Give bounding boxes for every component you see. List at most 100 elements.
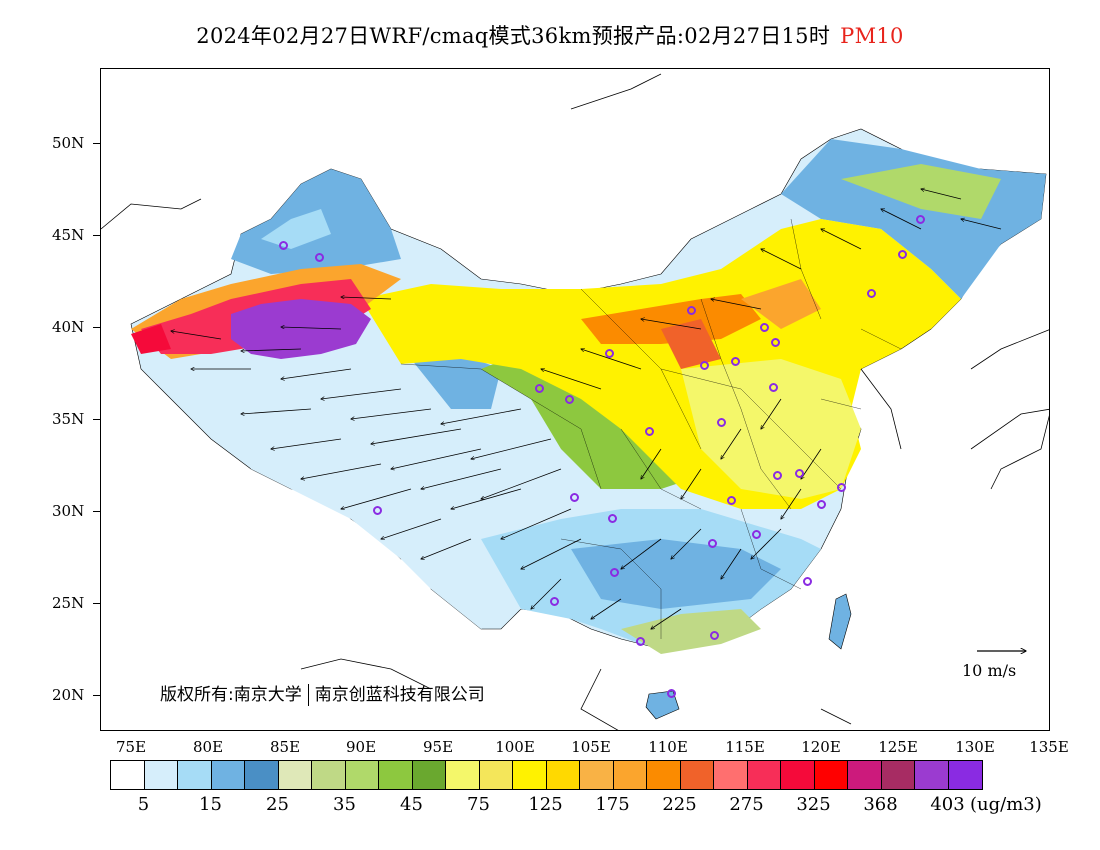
station-marker bbox=[608, 514, 617, 523]
station-marker bbox=[687, 306, 696, 315]
legend-swatch bbox=[647, 761, 681, 789]
station-marker bbox=[700, 361, 709, 370]
legend-swatch bbox=[446, 761, 480, 789]
legend-swatch bbox=[915, 761, 949, 789]
legend-swatch bbox=[680, 761, 714, 789]
lat-label-40n: 40N bbox=[52, 318, 85, 336]
legend-swatch bbox=[111, 761, 145, 789]
lat-label-25n: 25N bbox=[52, 594, 85, 612]
station-marker bbox=[760, 323, 769, 332]
legend-label: 35 bbox=[333, 794, 356, 815]
legend-swatch bbox=[178, 761, 212, 789]
legend-label: 5 bbox=[137, 794, 150, 815]
lon-label-90e: 90E bbox=[345, 738, 377, 756]
legend-swatch bbox=[345, 761, 379, 789]
lon-label-115e: 115E bbox=[725, 738, 765, 756]
lat-label-30n: 30N bbox=[52, 502, 85, 520]
legend-colorbar bbox=[110, 760, 983, 790]
legend-swatch bbox=[144, 761, 178, 789]
lat-label-35n: 35N bbox=[52, 410, 85, 428]
legend-label: 225 bbox=[662, 794, 697, 815]
copyright-company: 南京创蓝科技有限公司 bbox=[314, 685, 485, 705]
lon-label-125e: 125E bbox=[878, 738, 918, 756]
legend-label: 368 bbox=[863, 794, 898, 815]
station-marker bbox=[315, 253, 324, 262]
legend-swatch bbox=[312, 761, 346, 789]
station-marker bbox=[645, 427, 654, 436]
lon-label-110e: 110E bbox=[648, 738, 688, 756]
lat-label-45n: 45N bbox=[52, 226, 85, 244]
legend-label: 45 bbox=[400, 794, 423, 815]
legend-swatch bbox=[814, 761, 848, 789]
lon-label-95e: 95E bbox=[422, 738, 454, 756]
lat-tick bbox=[93, 235, 100, 236]
lat-tick bbox=[93, 327, 100, 328]
map-title-text: 2024年02月27日WRF/cmaq模式36km预报产品:02月27日15时 bbox=[196, 24, 831, 48]
station-marker bbox=[279, 241, 288, 250]
station-marker bbox=[731, 357, 740, 366]
legend-swatch bbox=[412, 761, 446, 789]
station-marker bbox=[610, 568, 619, 577]
map-title: 2024年02月27日WRF/cmaq模式36km预报产品:02月27日15时 P… bbox=[0, 20, 1100, 50]
station-marker bbox=[837, 483, 846, 492]
lon-label-105e: 105E bbox=[571, 738, 611, 756]
station-marker bbox=[710, 631, 719, 640]
legend-swatch bbox=[245, 761, 279, 789]
lat-tick bbox=[93, 143, 100, 144]
legend-swatch bbox=[948, 761, 982, 789]
legend-label: 125 bbox=[528, 794, 563, 815]
station-marker bbox=[867, 289, 876, 298]
station-marker bbox=[727, 496, 736, 505]
forecast-map bbox=[100, 68, 1050, 731]
legend-swatch bbox=[714, 761, 748, 789]
wind-reference: 10 m/s bbox=[962, 641, 1032, 681]
station-marker bbox=[771, 338, 780, 347]
pollutant-label: PM10 bbox=[840, 24, 904, 48]
station-marker bbox=[803, 577, 812, 586]
lon-label-85e: 85E bbox=[269, 738, 301, 756]
legend-swatch bbox=[781, 761, 815, 789]
legend-swatch bbox=[747, 761, 781, 789]
station-marker bbox=[570, 493, 579, 502]
lon-label-120e: 120E bbox=[801, 738, 841, 756]
station-marker bbox=[565, 395, 574, 404]
legend-swatch bbox=[613, 761, 647, 789]
station-marker bbox=[916, 215, 925, 224]
copyright-nju: 版权所有:南京大学 bbox=[160, 685, 302, 705]
lat-tick bbox=[93, 695, 100, 696]
legend-label: 175 bbox=[595, 794, 630, 815]
lat-label-50n: 50N bbox=[52, 134, 85, 152]
legend-swatch bbox=[479, 761, 513, 789]
lon-label-130e: 130E bbox=[955, 738, 995, 756]
legend-swatch bbox=[513, 761, 547, 789]
copyright-notice: 版权所有:南京大学 南京创蓝科技有限公司 bbox=[160, 680, 485, 706]
legend-swatch bbox=[848, 761, 882, 789]
wind-reference-label: 10 m/s bbox=[962, 661, 1017, 680]
lat-label-20n: 20N bbox=[52, 686, 85, 704]
legend-swatch bbox=[379, 761, 413, 789]
station-marker bbox=[667, 689, 676, 698]
legend-swatch bbox=[546, 761, 580, 789]
lon-label-135e: 135E bbox=[1029, 738, 1069, 756]
legend-swatch bbox=[881, 761, 915, 789]
lat-tick bbox=[93, 511, 100, 512]
lon-label-75e: 75E bbox=[115, 738, 147, 756]
copyright-separator bbox=[307, 684, 309, 706]
station-marker bbox=[636, 637, 645, 646]
legend-label: 25 bbox=[266, 794, 289, 815]
legend-swatch bbox=[580, 761, 614, 789]
station-marker bbox=[898, 250, 907, 259]
station-marker bbox=[550, 597, 559, 606]
legend-label: 403 bbox=[930, 794, 965, 815]
legend-swatch bbox=[211, 761, 245, 789]
legend-swatch bbox=[278, 761, 312, 789]
station-marker bbox=[717, 418, 726, 427]
station-marker bbox=[605, 349, 614, 358]
station-marker bbox=[373, 506, 382, 515]
lon-label-100e: 100E bbox=[495, 738, 535, 756]
lat-tick bbox=[93, 419, 100, 420]
station-marker bbox=[535, 384, 544, 393]
legend-label: 15 bbox=[199, 794, 222, 815]
station-marker bbox=[708, 539, 717, 548]
station-marker bbox=[769, 383, 778, 392]
